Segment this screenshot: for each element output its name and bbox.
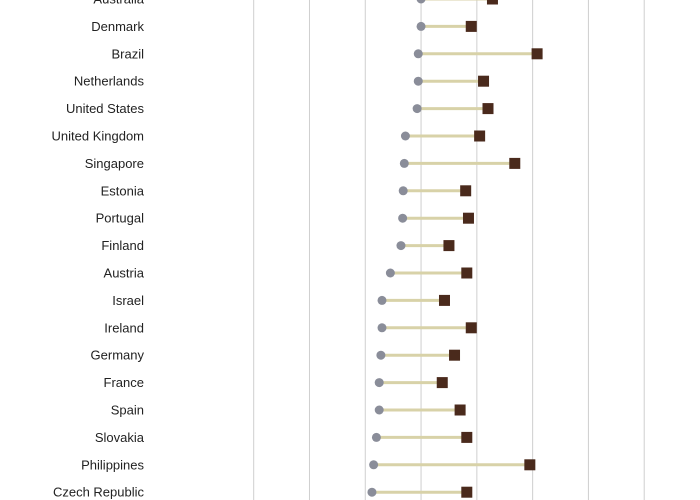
start-marker-philippines: [369, 460, 379, 470]
end-marker-czech-republic: [461, 486, 473, 498]
end-marker-singapore: [509, 157, 521, 169]
end-marker-united-states: [482, 103, 494, 115]
end-marker-slovakia: [461, 431, 473, 443]
end-marker-spain: [454, 404, 466, 416]
category-label-ireland: Ireland: [104, 320, 144, 335]
end-marker-philippines: [524, 459, 536, 471]
end-marker-finland: [443, 240, 455, 252]
category-label-slovakia: Slovakia: [95, 430, 145, 445]
start-marker-united-states: [412, 104, 422, 114]
start-marker-denmark: [416, 21, 426, 31]
category-labels: Australia Denmark Brazil Netherlands United …: [52, 0, 145, 500]
category-label-united-kingdom: United Kingdom: [52, 129, 145, 144]
category-label-brazil: Brazil: [111, 46, 144, 61]
category-label-finland: Finland: [101, 238, 144, 253]
end-marker-portugal: [462, 212, 474, 224]
start-marker-slovakia: [371, 432, 381, 442]
end-marker-united-kingdom: [474, 130, 486, 142]
start-marker-finland: [396, 241, 406, 251]
start-marker-portugal: [398, 213, 408, 223]
start-marker-ireland: [377, 323, 387, 333]
start-marker-estonia: [398, 186, 408, 196]
end-marker-israel: [438, 294, 450, 306]
start-marker-austria: [385, 268, 395, 278]
category-label-france: France: [104, 375, 144, 390]
category-label-portugal: Portugal: [96, 211, 145, 226]
start-marker-germany: [376, 350, 386, 360]
start-marker-france: [374, 378, 384, 388]
category-label-denmark: Denmark: [91, 19, 144, 34]
end-marker-austria: [461, 267, 473, 279]
category-label-singapore: Singapore: [85, 156, 144, 171]
category-label-czech-republic: Czech Republic: [53, 485, 145, 500]
end-marker-australia: [486, 0, 498, 5]
end-marker-germany: [449, 349, 461, 361]
category-label-spain: Spain: [111, 403, 144, 418]
end-marker-france: [436, 377, 448, 389]
category-label-israel: Israel: [112, 293, 144, 308]
dumbbell-marks: [367, 0, 543, 498]
start-marker-singapore: [399, 158, 409, 168]
category-label-australia: Australia: [93, 0, 144, 7]
start-marker-israel: [377, 295, 387, 305]
category-label-germany: Germany: [91, 348, 145, 363]
end-marker-denmark: [465, 20, 477, 32]
start-marker-united-kingdom: [400, 131, 410, 141]
category-label-philippines: Philippines: [81, 457, 144, 472]
end-marker-brazil: [531, 48, 543, 60]
end-marker-netherlands: [478, 75, 490, 87]
category-label-united-states: United States: [66, 101, 145, 116]
end-marker-estonia: [460, 185, 472, 197]
start-marker-czech-republic: [367, 487, 377, 497]
end-marker-ireland: [465, 322, 477, 334]
start-marker-brazil: [413, 49, 423, 59]
category-label-austria: Austria: [104, 266, 145, 281]
start-marker-spain: [374, 405, 384, 415]
start-marker-netherlands: [413, 76, 423, 86]
category-label-estonia: Estonia: [101, 183, 145, 198]
start-marker-australia: [416, 0, 426, 4]
category-label-netherlands: Netherlands: [74, 74, 145, 89]
